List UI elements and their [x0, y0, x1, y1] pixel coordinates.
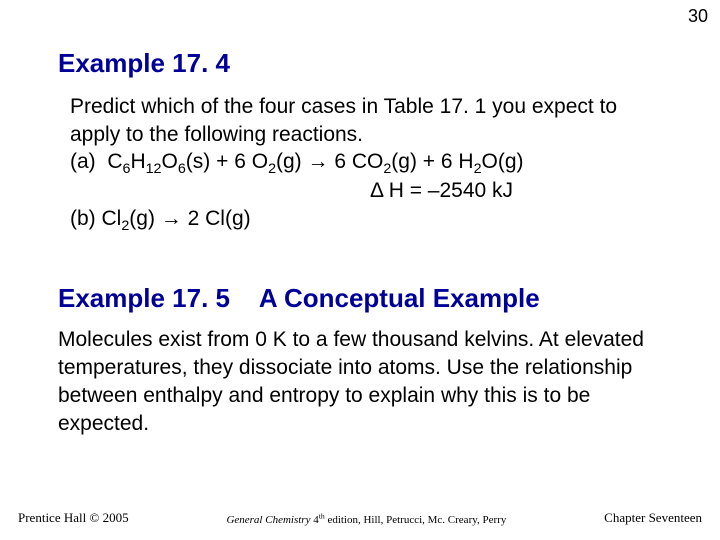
page-number: 30 [688, 6, 708, 27]
footer-authors: edition, Hill, Petrucci, Mc. Creary, Per… [325, 514, 507, 526]
delta-h-value: H = –2540 kJ [383, 179, 513, 202]
delta-h-line: Δ H = –2540 kJ [358, 177, 666, 205]
rxn-a-h12: 12 [146, 162, 162, 178]
footer-edition-a: 4 [310, 514, 318, 526]
rxn-a-end: O(g) [482, 150, 524, 173]
arrow-icon: → [155, 207, 188, 230]
reaction-a: (a) C6H12O6(s) + 6 O2(g) → 6 CO2(g) + 6 … [58, 148, 666, 176]
rxn-a-h2osub: 2 [474, 162, 482, 178]
rxn-a-o2sub: 2 [268, 162, 276, 178]
rxn-b-rhs: 2 Cl(g) [188, 207, 251, 230]
rxn-a-mid: (s) + 6 O [186, 150, 268, 173]
footer-center: General Chemistry 4th edition, Hill, Pet… [129, 514, 605, 526]
rxn-a-o6: 6 [178, 162, 186, 178]
rxn-a-g1: (g) [276, 150, 302, 173]
footer-book-title: General Chemistry [226, 514, 310, 526]
example-17-5-subtitle: A Conceptual Example [259, 283, 540, 313]
footer: Prentice Hall © 2005 General Chemistry 4… [0, 510, 720, 526]
example-17-4-title: Example 17. 4 [58, 48, 666, 79]
label-b: (b) [70, 207, 96, 230]
rxn-b-cl: Cl [96, 207, 122, 230]
example-17-4-intro: Predict which of the four cases in Table… [58, 93, 666, 148]
rxn-a-o: O [162, 150, 178, 173]
reaction-b: (b) Cl2(g) → 2 Cl(g) [58, 205, 666, 233]
footer-left: Prentice Hall © 2005 [18, 510, 129, 526]
example-17-5-title: Example 17. 5 [58, 283, 230, 313]
label-a: (a) [70, 150, 96, 173]
rxn-b-g: (g) [129, 207, 155, 230]
rxn-a-c: C [107, 150, 122, 173]
delta-symbol: Δ [370, 179, 383, 202]
arrow-icon: → [302, 150, 335, 173]
rxn-a-rhs1: 6 CO [334, 150, 383, 173]
example-17-5-body: Molecules exist from 0 K to a few thousa… [58, 326, 666, 437]
rxn-a-h: H [130, 150, 145, 173]
slide-content: Example 17. 4 Predict which of the four … [0, 0, 720, 437]
footer-right: Chapter Seventeen [604, 510, 702, 526]
rxn-a-g2: (g) + 6 H [391, 150, 473, 173]
example-17-5-heading: Example 17. 5 A Conceptual Example [58, 283, 666, 314]
